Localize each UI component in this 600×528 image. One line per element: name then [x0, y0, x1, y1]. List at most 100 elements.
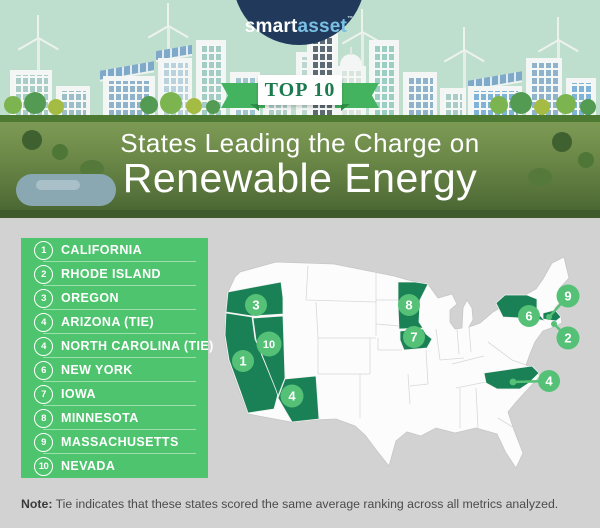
svg-text:2: 2	[564, 331, 571, 346]
rank-badge: 6	[34, 360, 53, 380]
wind-turbine-icon	[443, 27, 485, 118]
ribbon-right-flag	[335, 83, 379, 108]
rank-badge: 4	[34, 312, 53, 332]
map-marker-iowa: 7	[403, 326, 425, 348]
tree-icon	[534, 99, 550, 115]
footnote: Note: Tie indicates that these states sc…	[21, 497, 587, 511]
map-marker-minnesota: 8	[398, 294, 420, 316]
tree-icon	[206, 100, 220, 114]
ribbon-left-flag	[221, 83, 265, 108]
map-marker-north-carolina: 4	[538, 370, 560, 392]
logo-smart: smart	[244, 16, 298, 37]
rank-row-iowa: 7 IOWA	[21, 382, 208, 406]
tree-icon	[552, 132, 572, 152]
rank-row-california: 1 CALIFORNIA	[21, 238, 208, 262]
state-label: MINNESOTA	[61, 411, 139, 425]
title-line2: Renewable Energy	[122, 155, 478, 201]
us-map: 1 2 3 4 4 6 7 8 9 10	[223, 256, 580, 469]
rank-badge: 7	[34, 384, 53, 404]
top10-badge: TOP 10	[258, 75, 342, 105]
capitol-dome-icon	[340, 54, 362, 66]
map-marker-arizona: 4	[280, 384, 304, 408]
tree-icon	[490, 96, 508, 114]
connector-dot-massachusetts	[546, 314, 552, 320]
title-line1: States Leading the Charge on	[120, 128, 480, 158]
ribbon-right-fold	[341, 104, 350, 111]
svg-text:7: 7	[410, 330, 417, 345]
footnote-label: Note:	[21, 497, 53, 511]
svg-text:4: 4	[288, 389, 296, 404]
map-marker-massachusetts: 9	[556, 284, 580, 308]
map-marker-rhode-island: 2	[556, 326, 580, 350]
bush-icon	[80, 160, 104, 178]
ribbon-left-fold	[250, 104, 259, 111]
state-label: ARIZONA (TIE)	[61, 315, 154, 329]
map-marker-new-york: 6	[518, 305, 540, 327]
tree-icon	[556, 94, 576, 114]
svg-text:3: 3	[252, 298, 259, 313]
rank-badge: 1	[34, 240, 53, 260]
pond-illustration	[16, 174, 116, 206]
tree-icon	[160, 92, 182, 114]
smartasset-wordmark: smartasset™	[233, 16, 365, 38]
building	[196, 40, 226, 118]
pond-highlight	[36, 180, 80, 190]
svg-text:1: 1	[239, 354, 246, 369]
building	[403, 72, 437, 118]
rank-badge: 3	[34, 288, 53, 308]
state-label: RHODE ISLAND	[61, 267, 161, 281]
connector-dot-north-carolina	[509, 378, 517, 386]
map-marker-oregon: 3	[245, 294, 267, 316]
tree-icon	[48, 99, 64, 115]
state-label: NORTH CAROLINA (TIE)	[61, 339, 214, 353]
logo-asset: asset	[297, 16, 348, 37]
logo-trademark: ™	[347, 16, 354, 22]
rank-badge: 10	[34, 456, 53, 476]
map-marker-nevada: 10	[256, 331, 282, 357]
state-north-carolina	[483, 365, 540, 390]
rank-row-massachusetts: 9 MASSACHUSETTS	[21, 430, 208, 454]
svg-text:8: 8	[405, 298, 412, 313]
rank-badge: 9	[34, 432, 53, 452]
state-label: MASSACHUSETTS	[61, 435, 179, 449]
state-label: NEVADA	[61, 459, 116, 473]
tree-icon	[510, 92, 532, 114]
map-marker-california: 1	[232, 350, 254, 372]
tree-icon	[186, 98, 202, 114]
capitol-spire-icon	[350, 47, 352, 55]
tree-icon	[578, 152, 594, 168]
rank-row-new-york: 6 NEW YORK	[21, 358, 208, 382]
rank-row-rhode-island: 2 RHODE ISLAND	[21, 262, 208, 286]
rank-row-arizona: 4 ARIZONA (TIE)	[21, 310, 208, 334]
rank-badge: 8	[34, 408, 53, 428]
connector-dot-rhode-island	[551, 321, 557, 327]
ranking-panel: 1 CALIFORNIA 2 RHODE ISLAND 3 OREGON 4 ARIZO…	[21, 238, 213, 478]
band-bottom-strip	[0, 210, 600, 218]
state-border-lines	[305, 265, 527, 429]
state-label: CALIFORNIA	[61, 243, 143, 257]
ground-strip	[0, 115, 600, 122]
svg-text:6: 6	[525, 309, 532, 324]
rank-row-oregon: 3 OREGON	[21, 286, 208, 310]
tree-icon	[22, 130, 42, 150]
building	[440, 88, 466, 118]
tree-icon	[580, 99, 596, 115]
tree-icon	[24, 92, 46, 114]
footnote-text: Tie indicates that these states scored t…	[52, 497, 559, 511]
svg-text:10: 10	[263, 339, 275, 351]
tree-icon	[4, 96, 22, 114]
smartasset-logo: smartasset™	[233, 0, 365, 45]
rank-row-nevada: 10 NEVADA	[21, 454, 208, 478]
svg-text:9: 9	[564, 289, 571, 304]
rank-badge: 4	[34, 336, 53, 356]
title-band: States Leading the Charge on Renewable E…	[0, 122, 600, 218]
svg-text:4: 4	[545, 374, 553, 389]
tree-icon	[140, 96, 158, 114]
top10-badge-label: TOP 10	[264, 78, 336, 101]
rank-row-north-carolina: 4 NORTH CAROLINA (TIE)	[21, 334, 213, 358]
state-label: OREGON	[61, 291, 119, 305]
tree-icon	[52, 144, 68, 160]
bush-icon	[528, 168, 552, 186]
state-label: IOWA	[61, 387, 96, 401]
